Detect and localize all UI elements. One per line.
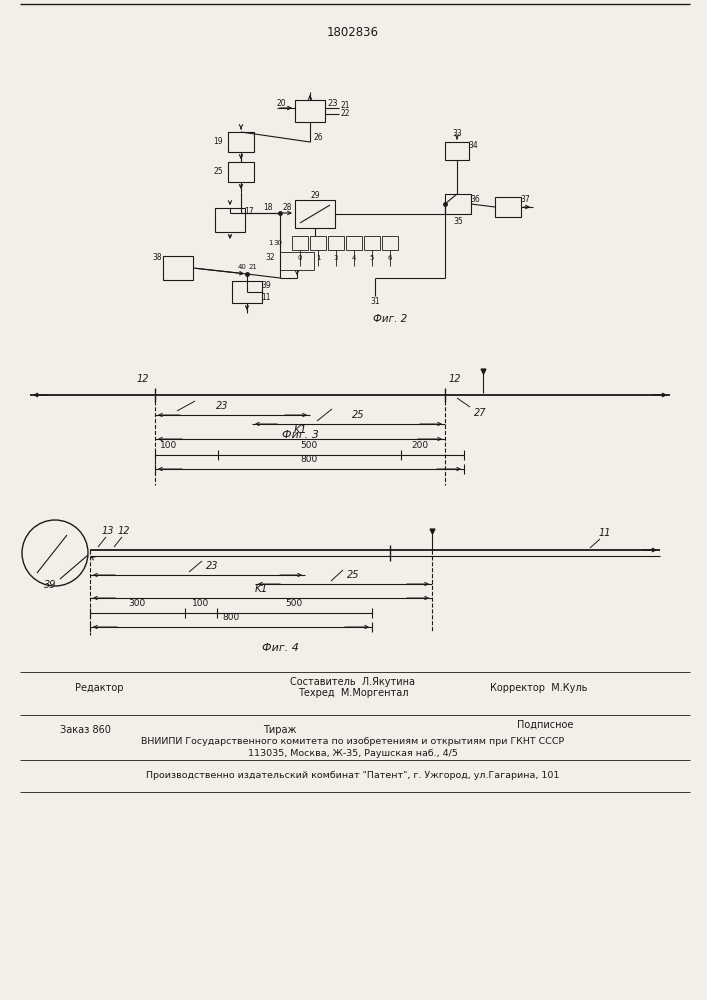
Bar — [346, 236, 362, 250]
Bar — [328, 236, 344, 250]
Text: 34: 34 — [468, 141, 478, 150]
Bar — [295, 200, 335, 228]
Text: 25: 25 — [352, 410, 364, 420]
Text: 1: 1 — [268, 240, 272, 246]
Text: Заказ 860: Заказ 860 — [60, 725, 111, 735]
Text: 25: 25 — [346, 570, 359, 580]
Bar — [310, 236, 326, 250]
Text: Корректор  М.Куль: Корректор М.Куль — [490, 683, 588, 693]
Text: 800: 800 — [300, 454, 317, 464]
Text: 0: 0 — [298, 255, 303, 261]
Text: Редактор: Редактор — [75, 683, 124, 693]
Text: 11: 11 — [599, 528, 612, 538]
Text: 28: 28 — [282, 204, 292, 213]
Text: 100: 100 — [160, 440, 177, 450]
Text: 19: 19 — [214, 137, 223, 146]
Text: 27: 27 — [474, 408, 486, 418]
Bar — [445, 142, 469, 160]
Text: 13: 13 — [102, 526, 115, 536]
Text: 500: 500 — [300, 440, 317, 450]
Bar — [215, 208, 245, 232]
Text: 100: 100 — [192, 598, 209, 607]
Text: 25: 25 — [214, 167, 223, 176]
Text: 36: 36 — [470, 196, 480, 205]
Text: 6: 6 — [387, 255, 392, 261]
Bar — [364, 236, 380, 250]
Text: 3: 3 — [334, 255, 338, 261]
Text: 200: 200 — [411, 440, 428, 450]
Text: 39: 39 — [261, 280, 271, 290]
Bar — [280, 252, 314, 270]
Text: 21: 21 — [249, 264, 257, 270]
Text: Фиг. 4: Фиг. 4 — [262, 643, 298, 653]
Text: 21: 21 — [340, 102, 350, 110]
Text: Производственно издательский комбинат "Патент", г. Ужгород, ул.Гагарина, 101: Производственно издательский комбинат "П… — [146, 772, 560, 780]
Text: 38: 38 — [152, 253, 162, 262]
Text: Подписное: Подписное — [517, 720, 573, 730]
Text: ВНИИПИ Государственного комитета по изобретениям и открытиям при ГКНТ СССР: ВНИИПИ Государственного комитета по изоб… — [141, 738, 565, 746]
Text: 31: 31 — [370, 298, 380, 306]
Bar — [382, 236, 398, 250]
Text: 32: 32 — [265, 253, 275, 262]
Text: 37: 37 — [520, 194, 530, 204]
Text: 23: 23 — [327, 100, 339, 108]
Text: 33: 33 — [452, 129, 462, 138]
Text: Фиг. 2: Фиг. 2 — [373, 314, 407, 324]
Text: 23: 23 — [206, 561, 218, 571]
Text: 5: 5 — [370, 255, 374, 261]
Text: 22: 22 — [340, 108, 350, 117]
Text: 1: 1 — [316, 255, 320, 261]
Text: K1: K1 — [255, 584, 268, 594]
Text: 23: 23 — [216, 401, 228, 411]
Bar — [292, 236, 308, 250]
Text: 12: 12 — [136, 374, 149, 384]
Text: Фиг. 3: Фиг. 3 — [281, 430, 318, 440]
Bar — [495, 197, 521, 217]
Bar — [228, 162, 254, 182]
Bar — [232, 281, 262, 303]
Bar — [295, 100, 325, 122]
Text: 29: 29 — [310, 190, 320, 200]
Text: K1: K1 — [293, 425, 307, 435]
Text: 800: 800 — [223, 612, 240, 621]
Text: 17: 17 — [244, 208, 254, 217]
Text: 11: 11 — [262, 292, 271, 302]
Text: 1802836: 1802836 — [327, 26, 379, 39]
Text: 113035, Москва, Ж-35, Раушская наб., 4/5: 113035, Москва, Ж-35, Раушская наб., 4/5 — [248, 748, 458, 758]
Text: 300: 300 — [129, 598, 146, 607]
Text: 40: 40 — [238, 264, 247, 270]
Text: Тираж: Тираж — [263, 725, 297, 735]
Text: 26: 26 — [313, 133, 323, 142]
Bar — [163, 256, 193, 280]
Text: 12: 12 — [449, 374, 461, 384]
Text: Составитель  Л.Якутина: Составитель Л.Якутина — [291, 677, 416, 687]
Text: 12: 12 — [118, 526, 130, 536]
Text: 35: 35 — [453, 218, 463, 227]
Bar — [445, 194, 471, 214]
Text: 18: 18 — [263, 204, 273, 213]
Text: 500: 500 — [286, 598, 303, 607]
Text: 30: 30 — [274, 240, 283, 246]
Bar — [228, 132, 254, 152]
Text: 39: 39 — [44, 580, 57, 590]
Text: Техред  М.Моргентал: Техред М.Моргентал — [298, 688, 408, 698]
Text: 20: 20 — [276, 100, 286, 108]
Text: 4: 4 — [352, 255, 356, 261]
